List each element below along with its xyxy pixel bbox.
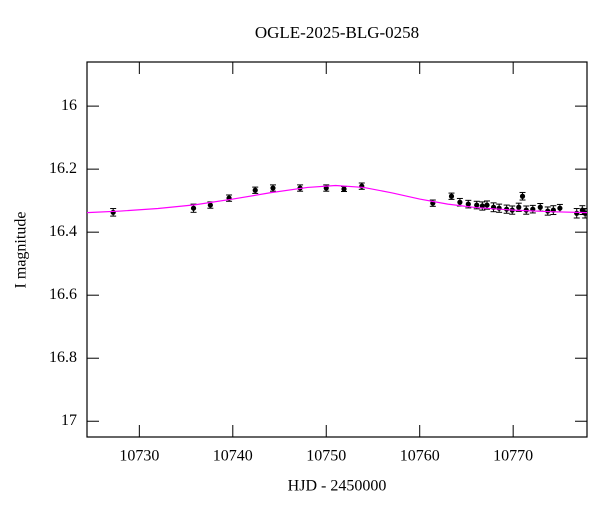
data-point	[341, 186, 347, 192]
data-point	[474, 202, 480, 208]
data-point	[465, 201, 471, 207]
y-tick-label: 17	[61, 412, 77, 429]
data-point	[207, 202, 213, 208]
data-point	[190, 205, 197, 211]
data-point	[484, 202, 490, 208]
x-tick-label: 10730	[119, 448, 159, 465]
model-curve	[87, 184, 587, 214]
y-tick-label: 16.6	[49, 286, 77, 303]
data-point	[582, 210, 587, 216]
data-point	[448, 193, 455, 199]
data-point	[557, 205, 563, 211]
y-tick-label: 16.4	[49, 223, 77, 240]
chart-title: OGLE-2025-BLG-0258	[255, 23, 419, 42]
y-tick-label: 16.2	[49, 160, 77, 177]
y-tick-label: 16	[61, 97, 77, 114]
data-point	[537, 204, 543, 210]
x-axis-label: HJD - 2450000	[288, 478, 387, 495]
y-axis-label: I magnitude	[13, 212, 30, 289]
y-tick-label: 16.8	[49, 349, 77, 366]
data-point	[516, 204, 522, 210]
data-point	[457, 199, 463, 205]
x-tick-label: 10740	[213, 448, 253, 465]
plot-area	[87, 182, 587, 219]
data-point	[110, 209, 116, 215]
data-point	[252, 187, 258, 193]
plot-frame	[86, 61, 588, 438]
x-tick-label: 10770	[493, 448, 533, 465]
x-tick-label: 10750	[306, 448, 346, 465]
data-point	[496, 205, 502, 211]
data-point	[574, 210, 580, 216]
data-point	[270, 185, 276, 191]
data-point	[479, 203, 485, 209]
data-point	[519, 193, 526, 199]
x-tick-label: 10760	[400, 448, 440, 465]
